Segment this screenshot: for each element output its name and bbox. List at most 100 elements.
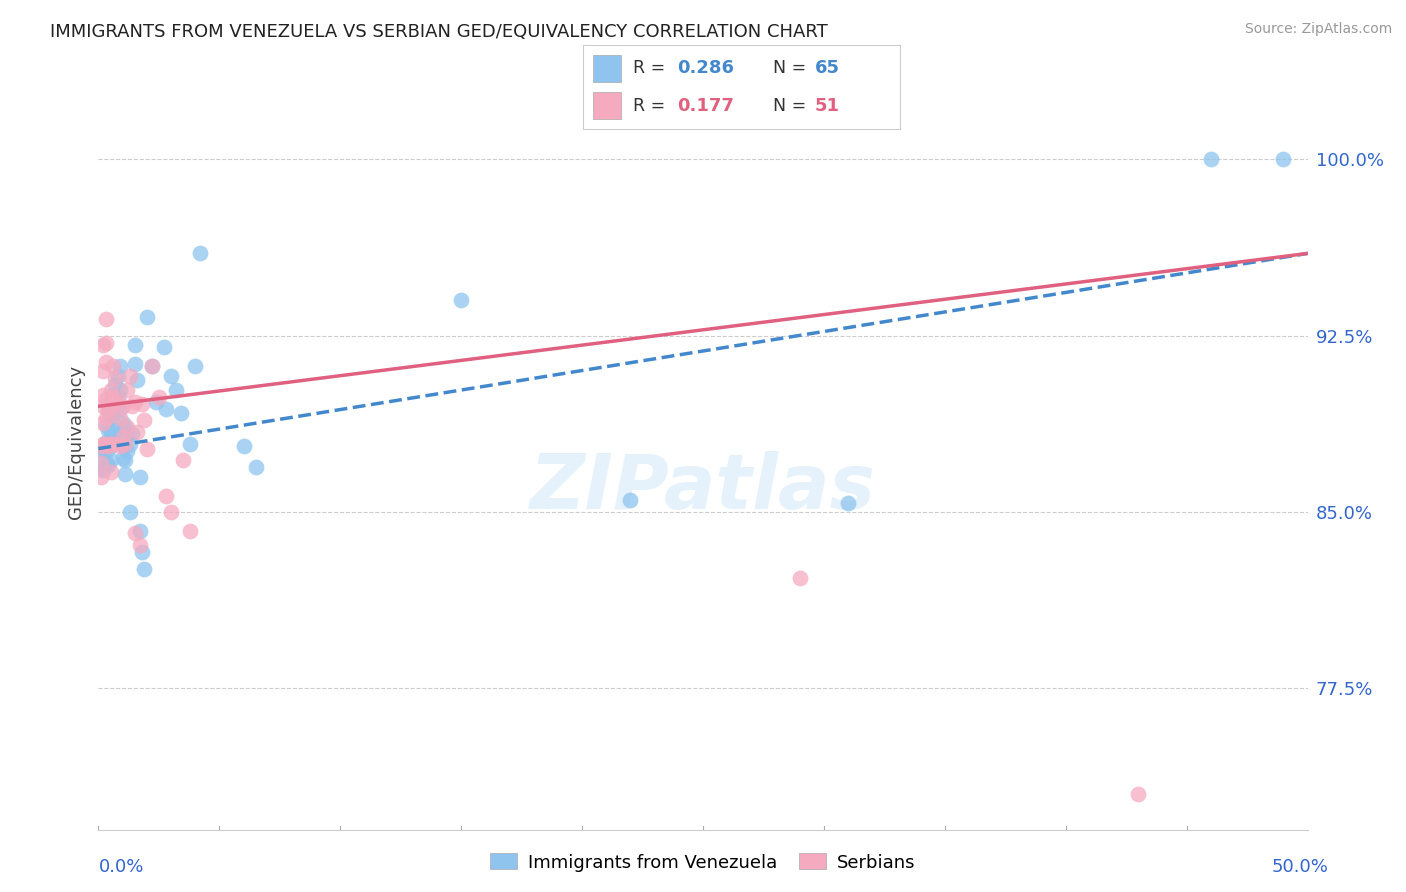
Point xyxy=(91,416,114,430)
Point xyxy=(128,538,150,552)
Point xyxy=(97,439,120,453)
Point xyxy=(118,505,141,519)
Point xyxy=(124,338,146,352)
Point xyxy=(90,470,112,484)
Text: 0.177: 0.177 xyxy=(676,96,734,114)
Point xyxy=(114,437,136,451)
Point xyxy=(128,470,150,484)
Point xyxy=(101,437,124,451)
Point xyxy=(94,312,117,326)
Text: R =: R = xyxy=(633,60,671,78)
Point xyxy=(90,456,112,470)
Point xyxy=(232,439,254,453)
Point xyxy=(155,489,177,503)
Point xyxy=(94,444,117,458)
Point xyxy=(94,456,117,470)
Text: 0.286: 0.286 xyxy=(676,60,734,78)
Point xyxy=(148,390,170,404)
Point xyxy=(91,364,114,378)
Point xyxy=(90,460,112,475)
Point xyxy=(108,401,131,416)
Point xyxy=(100,453,122,467)
Point xyxy=(90,439,112,453)
Point xyxy=(108,439,131,453)
Point xyxy=(165,383,187,397)
Text: IMMIGRANTS FROM VENEZUELA VS SERBIAN GED/EQUIVALENCY CORRELATION CHART: IMMIGRANTS FROM VENEZUELA VS SERBIAN GED… xyxy=(51,23,828,41)
Point xyxy=(100,394,122,409)
Point xyxy=(108,383,131,397)
Point xyxy=(107,394,129,409)
Point xyxy=(188,246,211,260)
Point xyxy=(111,399,134,413)
Point xyxy=(160,505,183,519)
Point xyxy=(121,427,143,442)
Point xyxy=(117,420,139,434)
Point xyxy=(152,341,174,355)
Point xyxy=(111,437,134,451)
Point xyxy=(179,437,201,451)
Point xyxy=(100,383,122,397)
Point xyxy=(114,467,136,482)
Point xyxy=(91,399,114,413)
Point xyxy=(100,439,122,453)
Point xyxy=(141,359,163,374)
Bar xyxy=(593,92,621,120)
Point xyxy=(124,394,146,409)
Point xyxy=(134,413,156,427)
Point xyxy=(101,387,124,401)
Point xyxy=(91,338,114,352)
Point xyxy=(121,399,143,413)
Text: N =: N = xyxy=(773,60,813,78)
Point xyxy=(97,423,120,437)
Point xyxy=(117,427,139,442)
Point xyxy=(101,427,124,442)
Point xyxy=(141,359,163,374)
Point xyxy=(94,335,117,350)
Point xyxy=(101,359,124,374)
Point xyxy=(104,378,127,392)
Point xyxy=(111,450,134,465)
Point xyxy=(100,411,122,425)
Point xyxy=(837,496,859,510)
Point xyxy=(1199,153,1222,167)
Point xyxy=(91,463,114,477)
Point xyxy=(160,368,183,383)
Point xyxy=(104,371,127,385)
Point xyxy=(94,434,117,449)
Point xyxy=(118,437,141,451)
Point xyxy=(127,425,149,439)
Point xyxy=(97,404,120,418)
Point xyxy=(619,493,641,508)
Point xyxy=(94,437,117,451)
Point xyxy=(90,442,112,456)
Point xyxy=(155,401,177,416)
Point xyxy=(94,392,117,407)
Point xyxy=(114,420,136,434)
Point xyxy=(179,524,201,538)
Text: 65: 65 xyxy=(814,60,839,78)
Point xyxy=(1272,153,1295,167)
Point xyxy=(111,416,134,430)
Point xyxy=(94,418,117,433)
Point xyxy=(100,437,122,451)
Point xyxy=(94,354,117,368)
Point xyxy=(245,460,267,475)
Point xyxy=(172,453,194,467)
Point xyxy=(91,387,114,401)
Point xyxy=(114,453,136,467)
Point xyxy=(91,446,114,460)
Point xyxy=(124,357,146,371)
Y-axis label: GED/Equivalency: GED/Equivalency xyxy=(66,365,84,518)
Point xyxy=(111,430,134,444)
Point xyxy=(97,404,120,418)
Point xyxy=(135,310,157,324)
Point xyxy=(131,397,153,411)
Text: R =: R = xyxy=(633,96,671,114)
Text: 50.0%: 50.0% xyxy=(1272,858,1329,876)
Text: ZIPatlas: ZIPatlas xyxy=(530,451,876,525)
Point xyxy=(91,437,114,451)
Point xyxy=(104,394,127,409)
Point xyxy=(131,545,153,559)
Point xyxy=(100,399,122,413)
Point xyxy=(107,368,129,383)
